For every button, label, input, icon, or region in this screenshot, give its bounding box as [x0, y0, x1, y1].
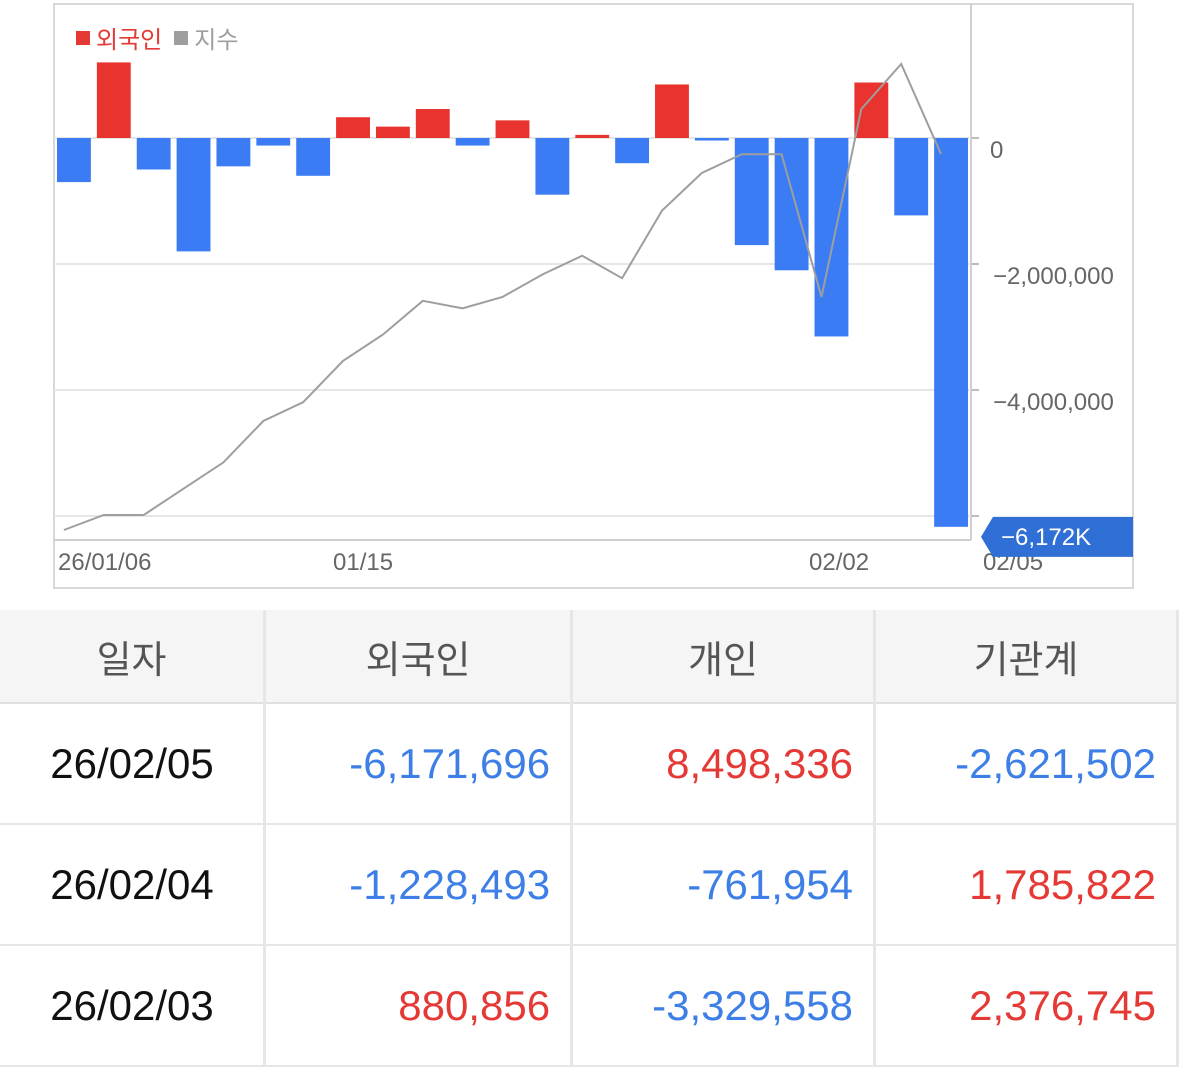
last-value-label: −6,172K — [1001, 524, 1091, 551]
cell-individual: 8,498,336 — [571, 703, 877, 825]
x-tick-label: 26/01/06 — [58, 549, 151, 576]
bar — [57, 138, 91, 183]
legend-label-index: 지수 — [194, 26, 239, 54]
cell-institution: 1,785,822 — [874, 824, 1179, 946]
x-tick-label: 01/15 — [333, 549, 393, 576]
cell-individual: -761,954 — [571, 824, 877, 946]
cell-foreign: 880,856 — [264, 945, 574, 1067]
header-individual[interactable]: 개인 — [571, 610, 877, 704]
legend-item-index[interactable]: 지수 — [174, 20, 238, 55]
y-tick-label: −2,000,000 — [993, 263, 1114, 290]
bar — [694, 138, 729, 141]
header-date[interactable]: 일자 — [0, 610, 267, 704]
bar — [216, 138, 251, 167]
bar — [615, 138, 650, 164]
table-header-row: 일자 외국인 개인 기관계 — [0, 610, 1179, 704]
cell-date: 26/02/05 — [0, 703, 267, 825]
bar — [415, 109, 450, 138]
bar — [814, 138, 849, 337]
cell-foreign: -1,228,493 — [264, 824, 574, 946]
bar — [894, 138, 929, 216]
bar — [495, 120, 530, 138]
chart-legend: 외국인 지수 — [76, 20, 250, 55]
bar — [256, 138, 291, 146]
cell-individual: -3,329,558 — [571, 945, 877, 1067]
cell-institution: -2,621,502 — [874, 703, 1179, 825]
bar — [455, 138, 490, 146]
x-tick-label: 02/02 — [809, 549, 869, 576]
legend-swatch-foreign — [76, 30, 90, 45]
bar — [136, 138, 171, 170]
cell-date: 26/02/03 — [0, 945, 267, 1067]
investor-table: 일자 외국인 개인 기관계 26/02/05 -6,171,696 8,498,… — [0, 610, 1179, 1067]
bar — [375, 126, 410, 138]
legend-label-foreign: 외국인 — [96, 26, 163, 54]
legend-item-foreign[interactable]: 외국인 — [76, 20, 162, 55]
table-row[interactable]: 26/02/04 -1,228,493 -761,954 1,785,822 — [0, 824, 1179, 946]
bar — [774, 138, 809, 271]
legend-swatch-index — [174, 30, 189, 45]
bar — [575, 134, 610, 138]
cell-foreign: -6,171,696 — [264, 703, 574, 825]
investor-chart[interactable]: 0 −2,000,000 −4,000,000 26/01/06 01/15 02/02 0… — [0, 0, 1179, 600]
bar — [96, 62, 131, 138]
index-line — [63, 62, 943, 531]
chart-frame — [53, 3, 1134, 589]
last-value-tag — [981, 516, 1133, 557]
bar — [176, 138, 211, 252]
y-tick-label: −4,000,000 — [993, 389, 1114, 416]
table-row[interactable]: 26/02/05 -6,171,696 8,498,336 -2,621,502 — [0, 703, 1179, 825]
cell-date: 26/02/04 — [0, 824, 267, 946]
bar — [934, 138, 968, 527]
table-row[interactable]: 26/02/03 880,856 -3,329,558 2,376,745 — [0, 945, 1179, 1067]
bar — [336, 117, 370, 138]
header-foreign[interactable]: 외국인 — [264, 610, 574, 704]
bar — [854, 82, 889, 138]
y-tick-label: 0 — [990, 137, 1003, 164]
header-institution[interactable]: 기관계 — [874, 610, 1179, 704]
bar — [535, 138, 570, 195]
cell-institution: 2,376,745 — [874, 945, 1179, 1067]
bar — [655, 84, 689, 138]
bar — [296, 138, 331, 176]
